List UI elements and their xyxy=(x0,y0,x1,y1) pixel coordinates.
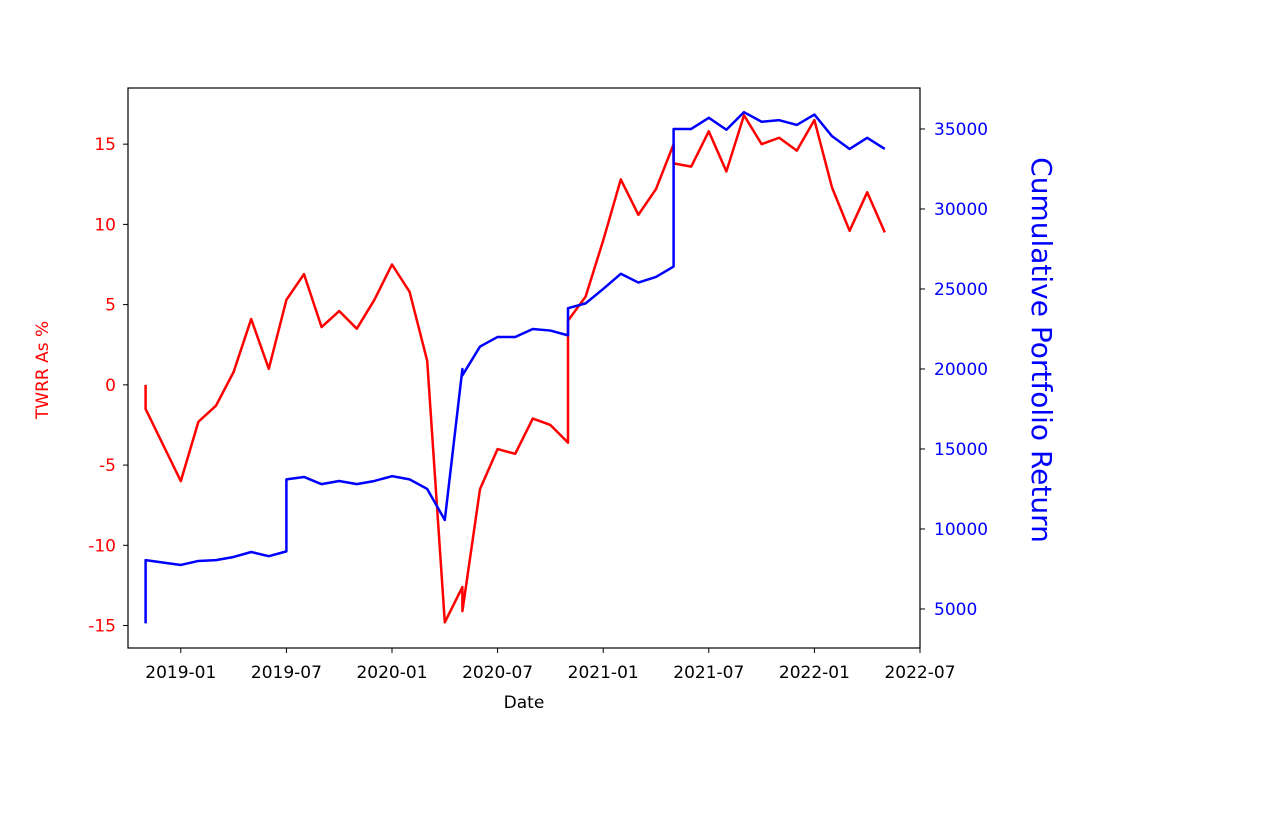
y2-tick-label: 15000 xyxy=(934,440,988,460)
x-tick-label: 2022-07 xyxy=(884,663,955,683)
y-axis-label: TWRR As % xyxy=(33,321,53,420)
y-tick-label: -5 xyxy=(99,456,116,476)
y-tick-label: 15 xyxy=(94,135,116,155)
x-tick-label: 2020-07 xyxy=(462,663,533,683)
y2-tick-label: 20000 xyxy=(934,360,988,380)
y-tick-label: 10 xyxy=(94,215,116,235)
series-line xyxy=(144,114,886,624)
y2-tick-label: 5000 xyxy=(934,600,977,620)
y-tick-label: 5 xyxy=(105,296,116,316)
x-tick-label: 2021-01 xyxy=(568,663,639,683)
y-tick-label: -15 xyxy=(88,617,116,637)
x-tick-label: 2019-01 xyxy=(145,663,216,683)
x-axis-label: Date xyxy=(504,693,545,713)
y2-tick-label: 35000 xyxy=(934,120,988,140)
plot-frame xyxy=(127,87,921,649)
x-tick-label: 2022-01 xyxy=(779,663,850,683)
x-tick-label: 2019-07 xyxy=(251,663,322,683)
y2-tick-label: 30000 xyxy=(934,200,988,220)
x-tick-label: 2020-01 xyxy=(356,663,427,683)
y2-axis-label: Cumulative Portfolio Return xyxy=(1025,157,1058,543)
y-tick-label: 0 xyxy=(105,376,116,396)
y2-tick-label: 10000 xyxy=(934,520,988,540)
x-tick-label: 2021-07 xyxy=(673,663,744,683)
series-line xyxy=(144,110,886,624)
y-tick-label: -10 xyxy=(88,536,116,556)
y2-tick-label: 25000 xyxy=(934,280,988,300)
